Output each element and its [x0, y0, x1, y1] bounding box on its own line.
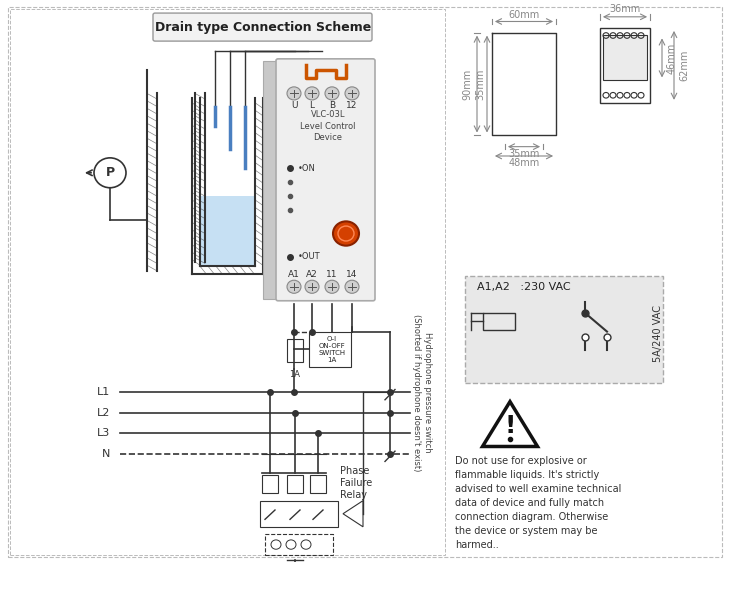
- Text: VLC-03L
Level Control
Device: VLC-03L Level Control Device: [300, 110, 356, 143]
- Circle shape: [305, 280, 319, 293]
- Bar: [287, 474, 303, 493]
- Text: A1: A1: [288, 270, 300, 279]
- Bar: [10, 10, 445, 555]
- Bar: [309, 332, 351, 367]
- Bar: [263, 61, 278, 299]
- Text: 11: 11: [326, 270, 338, 279]
- Text: •ON: •ON: [298, 164, 316, 173]
- Text: Phase
Failure
Relay: Phase Failure Relay: [340, 465, 372, 500]
- Text: 5A/240 VAC: 5A/240 VAC: [653, 305, 663, 362]
- Text: L: L: [310, 101, 315, 110]
- Text: L3: L3: [97, 429, 110, 438]
- Bar: [287, 339, 303, 362]
- Text: Drain type Connection Scheme: Drain type Connection Scheme: [155, 20, 371, 34]
- Text: L1: L1: [97, 387, 110, 397]
- Text: B: B: [329, 101, 335, 110]
- Text: 11: 11: [579, 290, 591, 300]
- Bar: [260, 501, 338, 527]
- FancyBboxPatch shape: [153, 13, 372, 41]
- Bar: [310, 474, 326, 493]
- Circle shape: [273, 576, 317, 602]
- Text: A1,A2   :230 VAC: A1,A2 :230 VAC: [477, 282, 571, 292]
- Text: A2: A2: [483, 334, 496, 344]
- Text: L2: L2: [96, 408, 110, 418]
- Text: 14: 14: [346, 270, 358, 279]
- Text: P: P: [105, 166, 115, 179]
- Text: 3<
Pump: 3< Pump: [278, 586, 312, 602]
- Text: 90mm: 90mm: [462, 69, 472, 100]
- Text: O-I
ON-OFF
SWITCH
1A: O-I ON-OFF SWITCH 1A: [318, 336, 345, 363]
- Text: Hydrophone pressure switch
(Shorted if hydrophone doesn't exist): Hydrophone pressure switch (Shorted if h…: [412, 314, 432, 471]
- Text: 36mm: 36mm: [610, 4, 641, 14]
- Text: 46mm: 46mm: [667, 42, 677, 73]
- Text: 60mm: 60mm: [508, 10, 539, 20]
- Text: !: !: [504, 414, 515, 438]
- Bar: [265, 535, 333, 555]
- Circle shape: [287, 87, 301, 100]
- Text: 35mm: 35mm: [475, 69, 485, 100]
- Text: 12: 12: [346, 101, 358, 110]
- Bar: [465, 276, 663, 383]
- Bar: [600, 28, 650, 103]
- Circle shape: [345, 87, 359, 100]
- Circle shape: [345, 280, 359, 293]
- Text: 14: 14: [579, 353, 591, 363]
- Text: A1: A1: [483, 300, 496, 311]
- Circle shape: [287, 280, 301, 293]
- Bar: [603, 36, 647, 80]
- Circle shape: [305, 87, 319, 100]
- Bar: [201, 196, 254, 266]
- FancyBboxPatch shape: [276, 59, 375, 301]
- Text: 35mm: 35mm: [508, 149, 539, 159]
- Bar: [483, 313, 515, 330]
- Text: Do not use for explosive or
flammable liquids. It's strictly
advised to well exa: Do not use for explosive or flammable li…: [455, 456, 621, 550]
- Bar: [262, 474, 278, 493]
- Text: 1A: 1A: [290, 370, 301, 379]
- Text: 48mm: 48mm: [508, 158, 539, 169]
- Circle shape: [333, 222, 359, 246]
- Text: 62mm: 62mm: [679, 50, 689, 81]
- Text: •OUT: •OUT: [298, 252, 320, 261]
- Circle shape: [325, 87, 339, 100]
- Text: N: N: [101, 449, 110, 459]
- Text: A2: A2: [306, 270, 318, 279]
- Text: 12: 12: [601, 353, 613, 363]
- Text: U: U: [291, 101, 297, 110]
- Circle shape: [325, 280, 339, 293]
